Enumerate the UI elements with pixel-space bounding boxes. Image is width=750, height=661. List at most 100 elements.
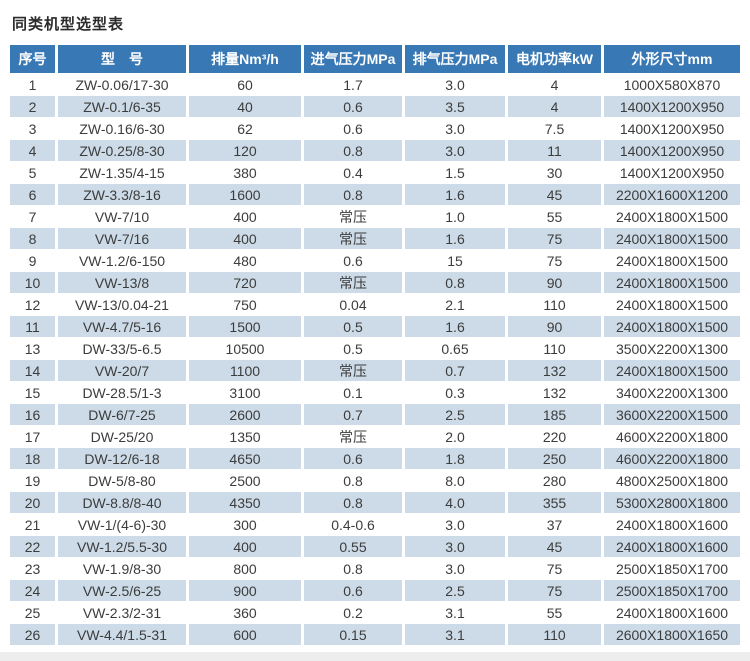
table-cell: VW-1/(4-6)-30 bbox=[58, 514, 186, 535]
table-cell: 0.6 bbox=[304, 448, 402, 469]
column-header: 型 号 bbox=[58, 45, 186, 73]
table-cell: 280 bbox=[508, 470, 601, 491]
table-cell: 0.8 bbox=[304, 492, 402, 513]
table-cell: 0.6 bbox=[304, 118, 402, 139]
table-cell: ZW-0.25/8-30 bbox=[58, 140, 186, 161]
table-cell: 40 bbox=[189, 96, 301, 117]
table-cell: 1.8 bbox=[405, 448, 505, 469]
table-cell: 1400X1200X950 bbox=[604, 140, 740, 161]
table-cell: 75 bbox=[508, 228, 601, 249]
table-cell: 3.0 bbox=[405, 536, 505, 557]
table-row: 3 ZW-0.16/6-30 62 0.6 3.0 7.5 1400X1200X950 bbox=[10, 118, 740, 139]
table-cell: 3.0 bbox=[405, 74, 505, 95]
table-cell: VW-4.4/1.5-31 bbox=[58, 624, 186, 645]
table-cell: 13 bbox=[10, 338, 55, 359]
table-cell: 400 bbox=[189, 536, 301, 557]
table-cell: ZW-1.35/4-15 bbox=[58, 162, 186, 183]
table-cell: DW-33/5-6.5 bbox=[58, 338, 186, 359]
table-cell: 3.0 bbox=[405, 514, 505, 535]
table-cell: 3.1 bbox=[405, 624, 505, 645]
table-cell: 5 bbox=[10, 162, 55, 183]
table-cell: DW-25/20 bbox=[58, 426, 186, 447]
table-cell: 12 bbox=[10, 294, 55, 315]
table-row: 2 ZW-0.1/6-35 40 0.6 3.5 4 1400X1200X950 bbox=[10, 96, 740, 117]
table-cell: 2.5 bbox=[405, 580, 505, 601]
table-cell: 25 bbox=[10, 602, 55, 623]
table-cell: 0.5 bbox=[304, 316, 402, 337]
table-cell: 21 bbox=[10, 514, 55, 535]
table-cell: 常压 bbox=[304, 206, 402, 227]
table-cell: 2400X1800X1500 bbox=[604, 228, 740, 249]
table-cell: 250 bbox=[508, 448, 601, 469]
table-row: 25 VW-2.3/2-31 360 0.2 3.1 55 2400X1800X1600 bbox=[10, 602, 740, 623]
table-cell: VW-7/16 bbox=[58, 228, 186, 249]
table-cell: 19 bbox=[10, 470, 55, 491]
table-cell: 4350 bbox=[189, 492, 301, 513]
table-cell: 8.0 bbox=[405, 470, 505, 491]
table-cell: 1.6 bbox=[405, 316, 505, 337]
table-cell: 4800X2500X1800 bbox=[604, 470, 740, 491]
table-cell: 2.1 bbox=[405, 294, 505, 315]
table-cell: 3100 bbox=[189, 382, 301, 403]
table-cell: 2500X1850X1700 bbox=[604, 580, 740, 601]
table-cell: 480 bbox=[189, 250, 301, 271]
table-cell: 4600X2200X1800 bbox=[604, 448, 740, 469]
table-cell: 1400X1200X950 bbox=[604, 96, 740, 117]
table-cell: 2.0 bbox=[405, 426, 505, 447]
table-cell: 常压 bbox=[304, 360, 402, 381]
table-cell: 0.6 bbox=[304, 96, 402, 117]
table-cell: DW-5/8-80 bbox=[58, 470, 186, 491]
table-cell: 2400X1800X1600 bbox=[604, 602, 740, 623]
table-cell: 18 bbox=[10, 448, 55, 469]
table-cell: 1.6 bbox=[405, 184, 505, 205]
table-cell: 380 bbox=[189, 162, 301, 183]
table-cell: 2500X1850X1700 bbox=[604, 558, 740, 579]
table-cell: 30 bbox=[508, 162, 601, 183]
table-cell: 120 bbox=[189, 140, 301, 161]
table-cell: 3.0 bbox=[405, 118, 505, 139]
table-cell: DW-6/7-25 bbox=[58, 404, 186, 425]
table-cell: 7 bbox=[10, 206, 55, 227]
table-cell: 720 bbox=[189, 272, 301, 293]
table-cell: 1400X1200X950 bbox=[604, 162, 740, 183]
footer-strip bbox=[0, 652, 750, 661]
header-row: 序号型 号排量Nm³/h 进气压力MPa 排气压力MPa 电机功率kW 外形尺寸mm bbox=[10, 45, 740, 73]
table-cell: VW-1.2/6-150 bbox=[58, 250, 186, 271]
table-cell: 0.1 bbox=[304, 382, 402, 403]
table-cell: 0.04 bbox=[304, 294, 402, 315]
table-cell: 1100 bbox=[189, 360, 301, 381]
table-cell: 3.0 bbox=[405, 558, 505, 579]
table-cell: 4 bbox=[508, 96, 601, 117]
table-cell: 1 bbox=[10, 74, 55, 95]
column-header: 序号 bbox=[10, 45, 55, 73]
table-cell: 1.5 bbox=[405, 162, 505, 183]
table-cell: 400 bbox=[189, 228, 301, 249]
table-row: 10 VW-13/8 720 常压 0.8 90 2400X1800X1500 bbox=[10, 272, 740, 293]
table-cell: 4 bbox=[508, 74, 601, 95]
page-title: 同类机型选型表 bbox=[12, 16, 125, 33]
table-cell: 11 bbox=[10, 316, 55, 337]
table-row: 1 ZW-0.06/17-30 60 1.7 3.0 4 1000X580X870 bbox=[10, 74, 740, 95]
table-cell: 75 bbox=[508, 558, 601, 579]
table-cell: 1.7 bbox=[304, 74, 402, 95]
table-cell: 2400X1800X1500 bbox=[604, 316, 740, 337]
table-row: 14 VW-20/7 1100 常压 0.7 132 2400X1800X1500 bbox=[10, 360, 740, 381]
table-cell: 185 bbox=[508, 404, 601, 425]
table-cell: 0.6 bbox=[304, 580, 402, 601]
table-cell: 2400X1800X1500 bbox=[604, 250, 740, 271]
table-cell: 220 bbox=[508, 426, 601, 447]
table-head: 序号型 号排量Nm³/h 进气压力MPa 排气压力MPa 电机功率kW 外形尺寸mm bbox=[10, 45, 740, 73]
table-cell: 3 bbox=[10, 118, 55, 139]
table-row: 11 VW-4.7/5-16 1500 0.5 1.6 90 2400X1800X1500 bbox=[10, 316, 740, 337]
table-cell: 0.4-0.6 bbox=[304, 514, 402, 535]
table-cell: 2400X1800X1500 bbox=[604, 206, 740, 227]
table-cell: 3400X2200X1300 bbox=[604, 382, 740, 403]
column-header: 进气压力MPa bbox=[304, 45, 402, 73]
table-cell: 4 bbox=[10, 140, 55, 161]
column-header: 排量Nm³/h bbox=[189, 45, 301, 73]
table-cell: 2400X1800X1500 bbox=[604, 272, 740, 293]
table-cell: 3.5 bbox=[405, 96, 505, 117]
table-cell: 0.8 bbox=[405, 272, 505, 293]
table-cell: 1350 bbox=[189, 426, 301, 447]
